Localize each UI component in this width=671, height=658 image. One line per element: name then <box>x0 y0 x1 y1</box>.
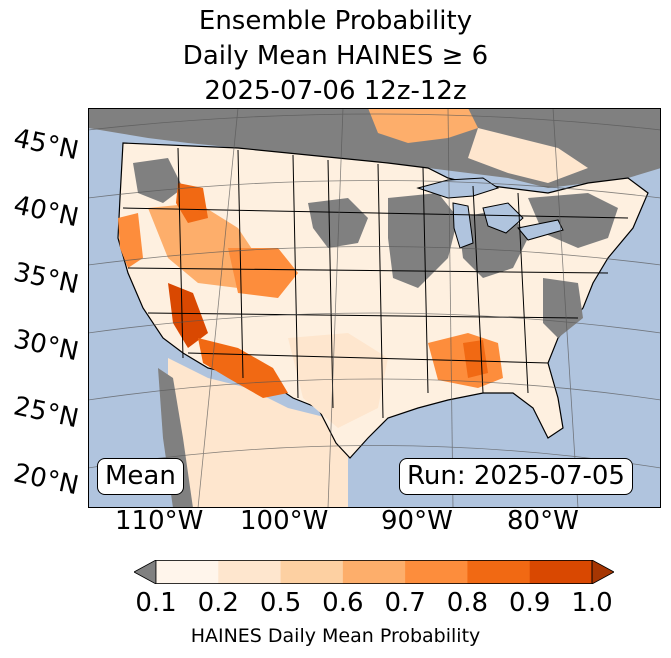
state-borders <box>122 147 629 419</box>
lat-label-45: 45°N <box>10 123 82 167</box>
gray-region-northeast <box>528 193 618 248</box>
colorbar-tick-label: 0.1 <box>135 588 177 618</box>
colorbar-over-arrow <box>591 560 614 584</box>
title-line-1: Ensemble Probability <box>198 6 473 36</box>
colorbar-tick-label: 0.7 <box>384 588 426 618</box>
stat-label-box: Mean <box>97 458 184 495</box>
colorbar-segment <box>218 560 282 584</box>
title-line-2: Daily Mean HAINES ≥ 6 <box>182 41 489 71</box>
colorbar-under-arrow <box>134 560 157 584</box>
lat-label-20: 20°N <box>10 458 82 502</box>
lat-label-30: 30°N <box>10 324 82 368</box>
orange-region-great-basin <box>148 203 258 288</box>
colorbar-tick-label: 1.0 <box>571 588 613 618</box>
lon-label-80: 80°W <box>507 506 579 536</box>
lat-label-35: 35°N <box>10 257 82 301</box>
run-label-box: Run: 2025-07-05 <box>399 458 633 495</box>
mexico-land <box>168 358 348 508</box>
colorbar-label: HAINES Daily Mean Probability <box>190 625 481 647</box>
colorbar-tick-label: 0.6 <box>322 588 364 618</box>
lon-label-90: 90°W <box>381 506 453 536</box>
colorbar-segment <box>342 560 406 584</box>
orange-region-colorado-plateau <box>228 248 298 298</box>
colorbar-segment <box>467 560 531 584</box>
canada-light-area <box>468 128 588 183</box>
orange-region-southwest <box>168 283 208 348</box>
great-lakes <box>416 177 564 249</box>
lat-label-25: 25°N <box>10 391 82 435</box>
graticule <box>88 108 661 508</box>
canada-warm-area <box>368 108 478 143</box>
lat-label-40: 40°N <box>10 190 82 234</box>
colorbar-tick-label: 0.5 <box>259 588 302 618</box>
orange-region-idaho <box>176 183 208 223</box>
probability-map <box>88 108 661 508</box>
gray-region-midwest <box>388 193 458 288</box>
colorbar-tick-label: 0.2 <box>197 588 239 618</box>
orange-region-west-coast <box>118 213 143 268</box>
colorbar-tick-label: 0.8 <box>446 588 489 618</box>
lon-label-110: 110°W <box>115 506 204 536</box>
colorbar-tick-label: 0.9 <box>509 588 551 618</box>
gray-region-plains <box>308 198 368 248</box>
colorbar-segment <box>280 560 344 584</box>
baja-land <box>158 368 193 508</box>
lon-label-100: 100°W <box>240 506 329 536</box>
title-line-3: 2025-07-06 12z-12z <box>204 76 467 106</box>
colorbar-segment <box>529 560 593 584</box>
colorbar <box>134 560 614 584</box>
colorbar-segment <box>156 560 219 584</box>
colorbar-segment <box>405 560 468 584</box>
